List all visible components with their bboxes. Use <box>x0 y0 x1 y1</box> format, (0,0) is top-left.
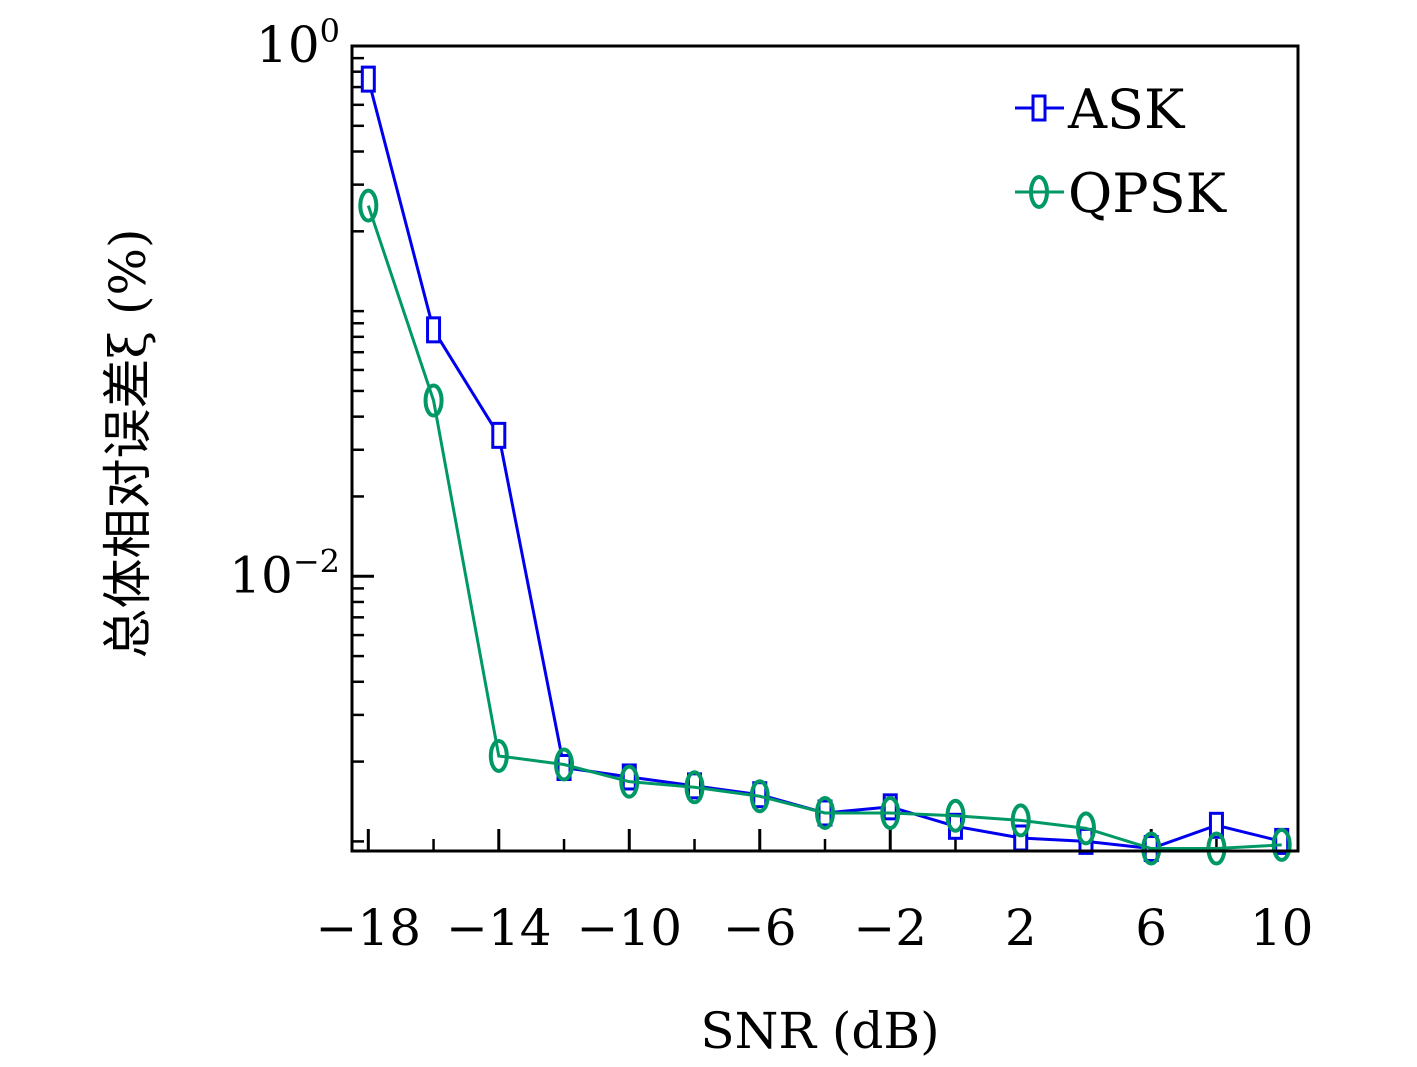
y-axis-title: 总体相对误差ξ (%) <box>99 229 157 659</box>
y-tick-labels: 100 10−2 <box>229 12 340 604</box>
x-tick-label: −18 <box>316 899 422 957</box>
x-tick-label: −2 <box>853 899 927 957</box>
legend-marker <box>1031 94 1047 122</box>
data-point-qpsk <box>749 779 770 814</box>
data-point-qpsk <box>619 764 640 799</box>
data-point-qpsk <box>1141 831 1162 866</box>
series-line-qpsk <box>366 205 1282 851</box>
x-tick-label: −10 <box>577 899 683 957</box>
data-point-qpsk <box>880 795 901 830</box>
x-tick-label: 2 <box>1005 899 1037 957</box>
data-point-qpsk <box>684 770 705 805</box>
series-layer <box>358 65 1292 866</box>
data-point-qpsk <box>815 795 835 830</box>
y-tick-label: 100 <box>256 12 340 74</box>
x-tick-label: −14 <box>446 899 552 957</box>
legend-entry-qpsk: QPSK <box>1015 162 1228 225</box>
data-point-ask <box>360 65 376 93</box>
x-tick-labels: −18 −14 −10 −6 −2 2 6 10 <box>316 899 1314 957</box>
data-point-qpsk <box>1206 831 1227 866</box>
data-point-qpsk <box>488 738 509 773</box>
x-tick-label: −6 <box>723 899 797 957</box>
x-axis-title: SNR (dB) <box>700 1002 939 1060</box>
series-qpsk <box>358 188 1292 866</box>
data-point-qpsk <box>554 747 575 782</box>
y-tick-label: 10−2 <box>229 542 340 604</box>
data-point-qpsk <box>945 798 966 833</box>
legend-marker <box>1029 175 1049 209</box>
data-point-qpsk <box>423 383 444 418</box>
x-tick-label: 10 <box>1250 899 1314 957</box>
data-point-ask <box>491 421 507 449</box>
legend-label: ASK <box>1067 78 1186 141</box>
data-point-qpsk <box>1010 803 1031 838</box>
legend-entry-ask: ASK <box>1015 78 1186 141</box>
data-point-qpsk <box>1075 811 1096 846</box>
data-point-ask <box>426 316 442 344</box>
x-tick-label: 6 <box>1135 899 1167 957</box>
legend: ASK QPSK <box>1015 78 1228 225</box>
plot-frame <box>350 44 1300 853</box>
data-point-qpsk <box>1271 827 1292 862</box>
legend-label: QPSK <box>1068 162 1228 225</box>
data-point-ask <box>1208 811 1224 839</box>
data-point-qpsk <box>358 188 379 223</box>
